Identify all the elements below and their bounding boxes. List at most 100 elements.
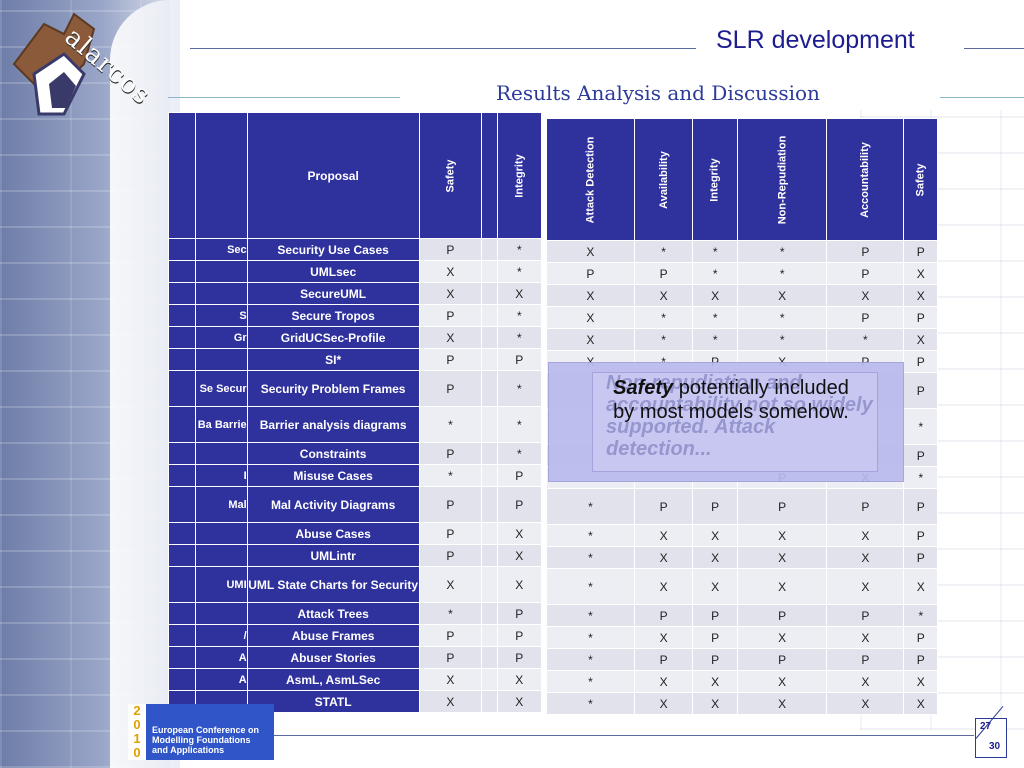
safety-value: P [418, 348, 483, 371]
proposal-row: STATL X X [168, 690, 543, 713]
row-gap [481, 238, 498, 261]
proposal-name: Security Use Cases [246, 238, 420, 261]
proposal-row: Mal Mal Activity Diagrams P P [168, 486, 543, 523]
property-row: * P P P P * [545, 604, 939, 627]
property-value: P [692, 648, 738, 671]
property-value: X [736, 670, 828, 693]
property-value: P [692, 488, 738, 525]
integrity-value: P [496, 602, 543, 625]
proposal-name: Secure Tropos [246, 304, 420, 327]
property-row: X * * * * X [545, 328, 939, 351]
property-value: X [546, 306, 635, 329]
property-value: * [903, 466, 939, 489]
property-value: * [546, 568, 635, 605]
proposal-name: Abuser Stories [246, 646, 420, 669]
row-gap [481, 260, 498, 283]
property-value: * [903, 408, 939, 445]
property-value: * [633, 328, 694, 351]
integrity-value: P [496, 464, 543, 487]
proposal-name: Abuse Frames [246, 624, 420, 647]
property-value: X [546, 284, 635, 307]
property-value: P [826, 306, 905, 329]
property-value: P [826, 262, 905, 285]
header-blank-3 [481, 112, 498, 239]
property-row: * X X X X X [545, 670, 939, 693]
property-row: X * * * P P [545, 240, 939, 263]
row-blank [168, 566, 196, 603]
safety-value: * [418, 602, 483, 625]
property-value: X [633, 692, 694, 715]
property-value: * [546, 670, 635, 693]
header-accountability: Accountability [826, 118, 905, 241]
property-value: X [736, 546, 828, 569]
property-value: * [692, 262, 738, 285]
safety-value: * [418, 406, 483, 443]
property-row: X * * * P P [545, 306, 939, 329]
safety-value: X [418, 282, 483, 305]
proposal-name: Abuse Cases [246, 522, 420, 545]
property-value: X [826, 546, 905, 569]
integrity-value: * [496, 406, 543, 443]
page-number-box: 27 30 [975, 706, 1007, 758]
proposal-name: Security Problem Frames [246, 370, 420, 407]
property-value: * [546, 488, 635, 525]
row-blank [168, 370, 196, 407]
integrity-value: * [496, 260, 543, 283]
property-value: X [826, 568, 905, 605]
proposal-name: Misuse Cases [246, 464, 420, 487]
integrity-value: X [496, 522, 543, 545]
row-prefix [194, 602, 248, 625]
safety-value: P [418, 442, 483, 465]
property-value: P [736, 648, 828, 671]
callout-message: Safety potentially included by most mode… [606, 376, 856, 424]
header-blank-2 [194, 112, 248, 239]
row-gap [481, 624, 498, 647]
row-prefix: Gr [194, 326, 248, 349]
property-value: P [826, 240, 905, 263]
integrity-value: X [496, 566, 543, 603]
row-prefix: A [194, 668, 248, 691]
conference-year: 2 0 1 0 [128, 704, 146, 760]
row-gap [481, 486, 498, 523]
row-blank [168, 348, 196, 371]
safety-value: P [418, 624, 483, 647]
property-value: * [826, 328, 905, 351]
row-prefix: Sec [194, 238, 248, 261]
proposal-name: UMLintr [246, 544, 420, 567]
header-integrity-r: Integrity [692, 118, 738, 241]
property-value: * [736, 240, 828, 263]
header-attack-detection: Attack Detection [546, 118, 635, 241]
property-value: * [633, 306, 694, 329]
property-value: * [546, 546, 635, 569]
integrity-value: X [496, 282, 543, 305]
property-value: X [903, 670, 939, 693]
row-lead [545, 692, 547, 715]
row-gap [481, 326, 498, 349]
property-value: P [826, 648, 905, 671]
row-blank [168, 304, 196, 327]
property-value: P [736, 488, 828, 525]
row-gap [481, 602, 498, 625]
row-blank [168, 646, 196, 669]
property-value: X [903, 692, 939, 715]
property-value: X [692, 524, 738, 547]
property-value: * [903, 604, 939, 627]
property-value: X [826, 692, 905, 715]
row-gap [481, 370, 498, 407]
proposal-name: UMLsec [246, 260, 420, 283]
safety-value: X [418, 690, 483, 713]
property-value: * [692, 328, 738, 351]
property-value: P [736, 604, 828, 627]
proposal-row: SI* P P [168, 348, 543, 371]
property-value: X [633, 670, 694, 693]
proposal-name: GridUCSec-Profile [246, 326, 420, 349]
proposal-row: I Misuse Cases * P [168, 464, 543, 487]
proposal-name: Barrier analysis diagrams [246, 406, 420, 443]
proposal-row: Sec Security Use Cases P * [168, 238, 543, 261]
header-non-repudiation: Non-Repudiation [736, 118, 828, 241]
property-value: P [903, 524, 939, 547]
row-gap [481, 522, 498, 545]
integrity-value: X [496, 544, 543, 567]
property-value: P [826, 604, 905, 627]
